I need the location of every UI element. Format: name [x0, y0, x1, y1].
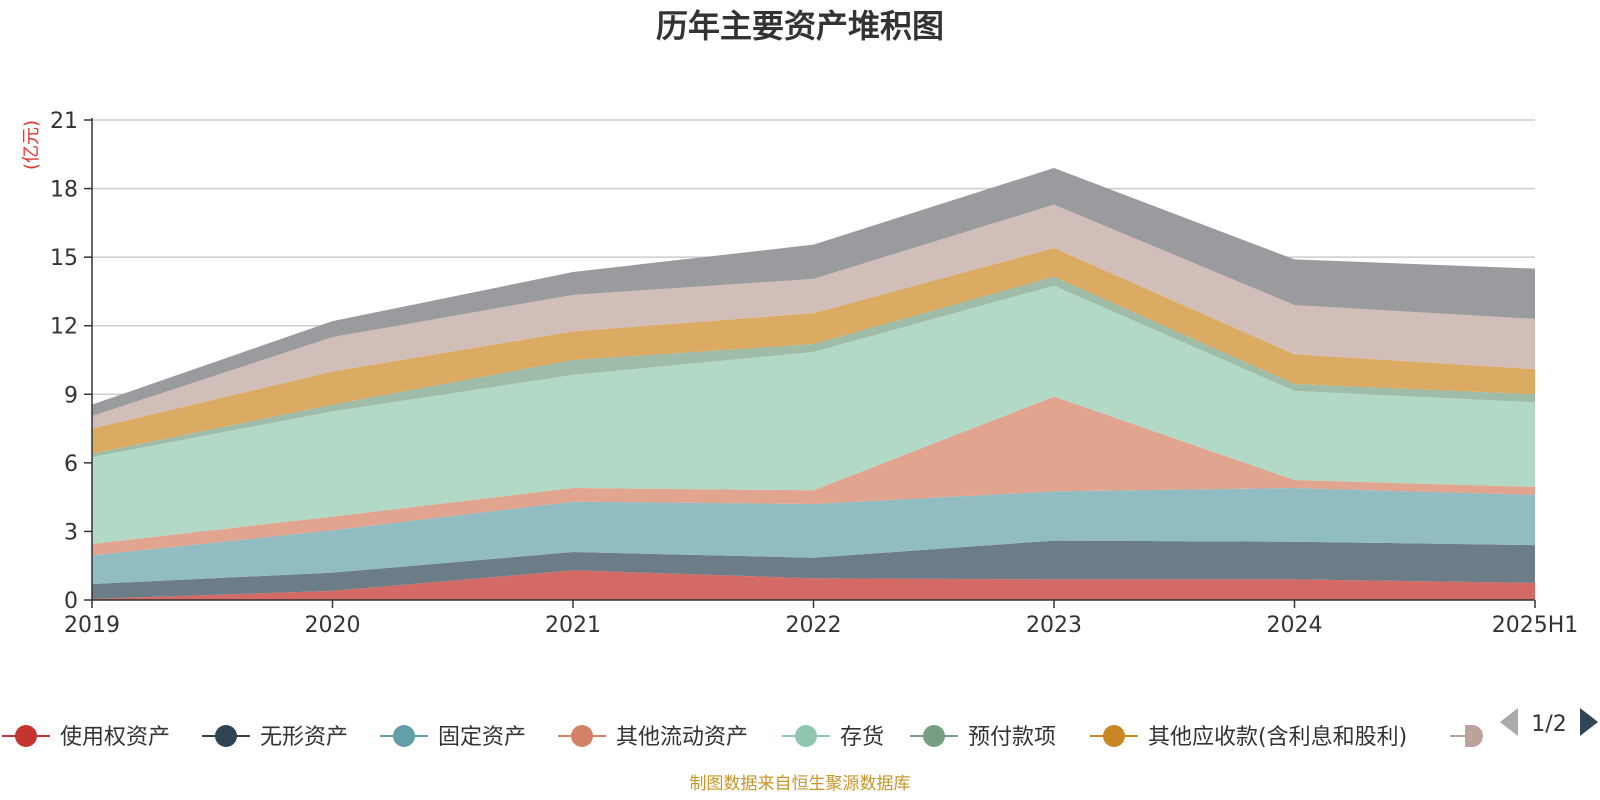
- area-series-2: [92, 540, 1535, 599]
- y-tick-label: 0: [64, 589, 78, 614]
- axes: 0 3 6 9 12 15 18 21 2019 2020 2021 2022 2023 2024 2025…: [50, 109, 1578, 638]
- y-tick-label: 9: [64, 383, 78, 408]
- area-series-5: [92, 285, 1535, 544]
- area-series-7: [92, 248, 1535, 454]
- legend-item[interactable]: [1450, 725, 1483, 747]
- data-source-footer: 制图数据来自恒生聚源数据库: [690, 774, 911, 794]
- area-series-6: [92, 276, 1535, 458]
- chart-title: 历年主要资产堆积图: [656, 7, 944, 45]
- legend-item[interactable]: 无形资产: [202, 725, 348, 750]
- legend-label: 使用权资产: [60, 725, 170, 750]
- stacked-areas: [92, 168, 1535, 600]
- legend-item[interactable]: 其他流动资产: [558, 725, 748, 750]
- legend-circle-swatch: [1103, 725, 1125, 747]
- y-tick-label: 15: [50, 246, 78, 271]
- y-tick-label: 3: [64, 520, 78, 545]
- area-series-1: [92, 570, 1535, 600]
- legend-circle-swatch: [795, 725, 817, 747]
- legend-label: 存货: [840, 725, 884, 750]
- area-series-9: [92, 168, 1535, 416]
- legend-circle-swatch: [571, 725, 593, 747]
- triangle-right-icon[interactable]: [1580, 708, 1598, 736]
- x-tick-label: 2022: [786, 613, 842, 638]
- legend-circle-swatch: [215, 725, 237, 747]
- y-tick-label: 21: [50, 109, 78, 134]
- legend-label: 其他流动资产: [616, 725, 748, 750]
- area-series-8: [92, 204, 1535, 429]
- legend-label: 固定资产: [438, 725, 526, 750]
- x-tick-label: 2021: [545, 613, 601, 638]
- x-tick-label: 2020: [305, 613, 361, 638]
- y-axis-unit: (亿元): [21, 120, 42, 170]
- legend-pager[interactable]: 1/2: [1500, 708, 1598, 737]
- legend-item[interactable]: 其他应收款(含利息和股利): [1090, 725, 1407, 750]
- legend[interactable]: 使用权资产 无形资产 固定资产 其他流动资产 存货 预付款项 其他应收款(含利息和股利): [2, 725, 1483, 750]
- legend-page-indicator: 1/2: [1531, 712, 1566, 737]
- legend-item[interactable]: 使用权资产: [2, 725, 170, 750]
- legend-label: 预付款项: [968, 725, 1056, 750]
- area-series-4: [92, 396, 1535, 556]
- x-tick-label: 2024: [1267, 613, 1323, 638]
- x-tick-label: 2023: [1026, 613, 1082, 638]
- legend-item[interactable]: 存货: [782, 725, 884, 750]
- triangle-left-icon[interactable]: [1500, 708, 1518, 736]
- area-series-3: [92, 488, 1535, 584]
- y-tick-label: 12: [50, 315, 78, 340]
- y-tick-label: 18: [50, 178, 78, 203]
- legend-item[interactable]: 预付款项: [910, 725, 1056, 750]
- legend-circle-swatch: [15, 725, 37, 747]
- x-tick-label: 2025H1: [1492, 613, 1579, 638]
- legend-label: 其他应收款(含利息和股利): [1148, 725, 1407, 750]
- x-tick-label: 2019: [64, 613, 120, 638]
- legend-circle-swatch: [1465, 725, 1483, 747]
- y-tick-label: 6: [64, 452, 78, 477]
- legend-circle-swatch: [923, 725, 945, 747]
- legend-item[interactable]: 固定资产: [380, 725, 526, 750]
- legend-label: 无形资产: [260, 725, 348, 750]
- legend-circle-swatch: [393, 725, 415, 747]
